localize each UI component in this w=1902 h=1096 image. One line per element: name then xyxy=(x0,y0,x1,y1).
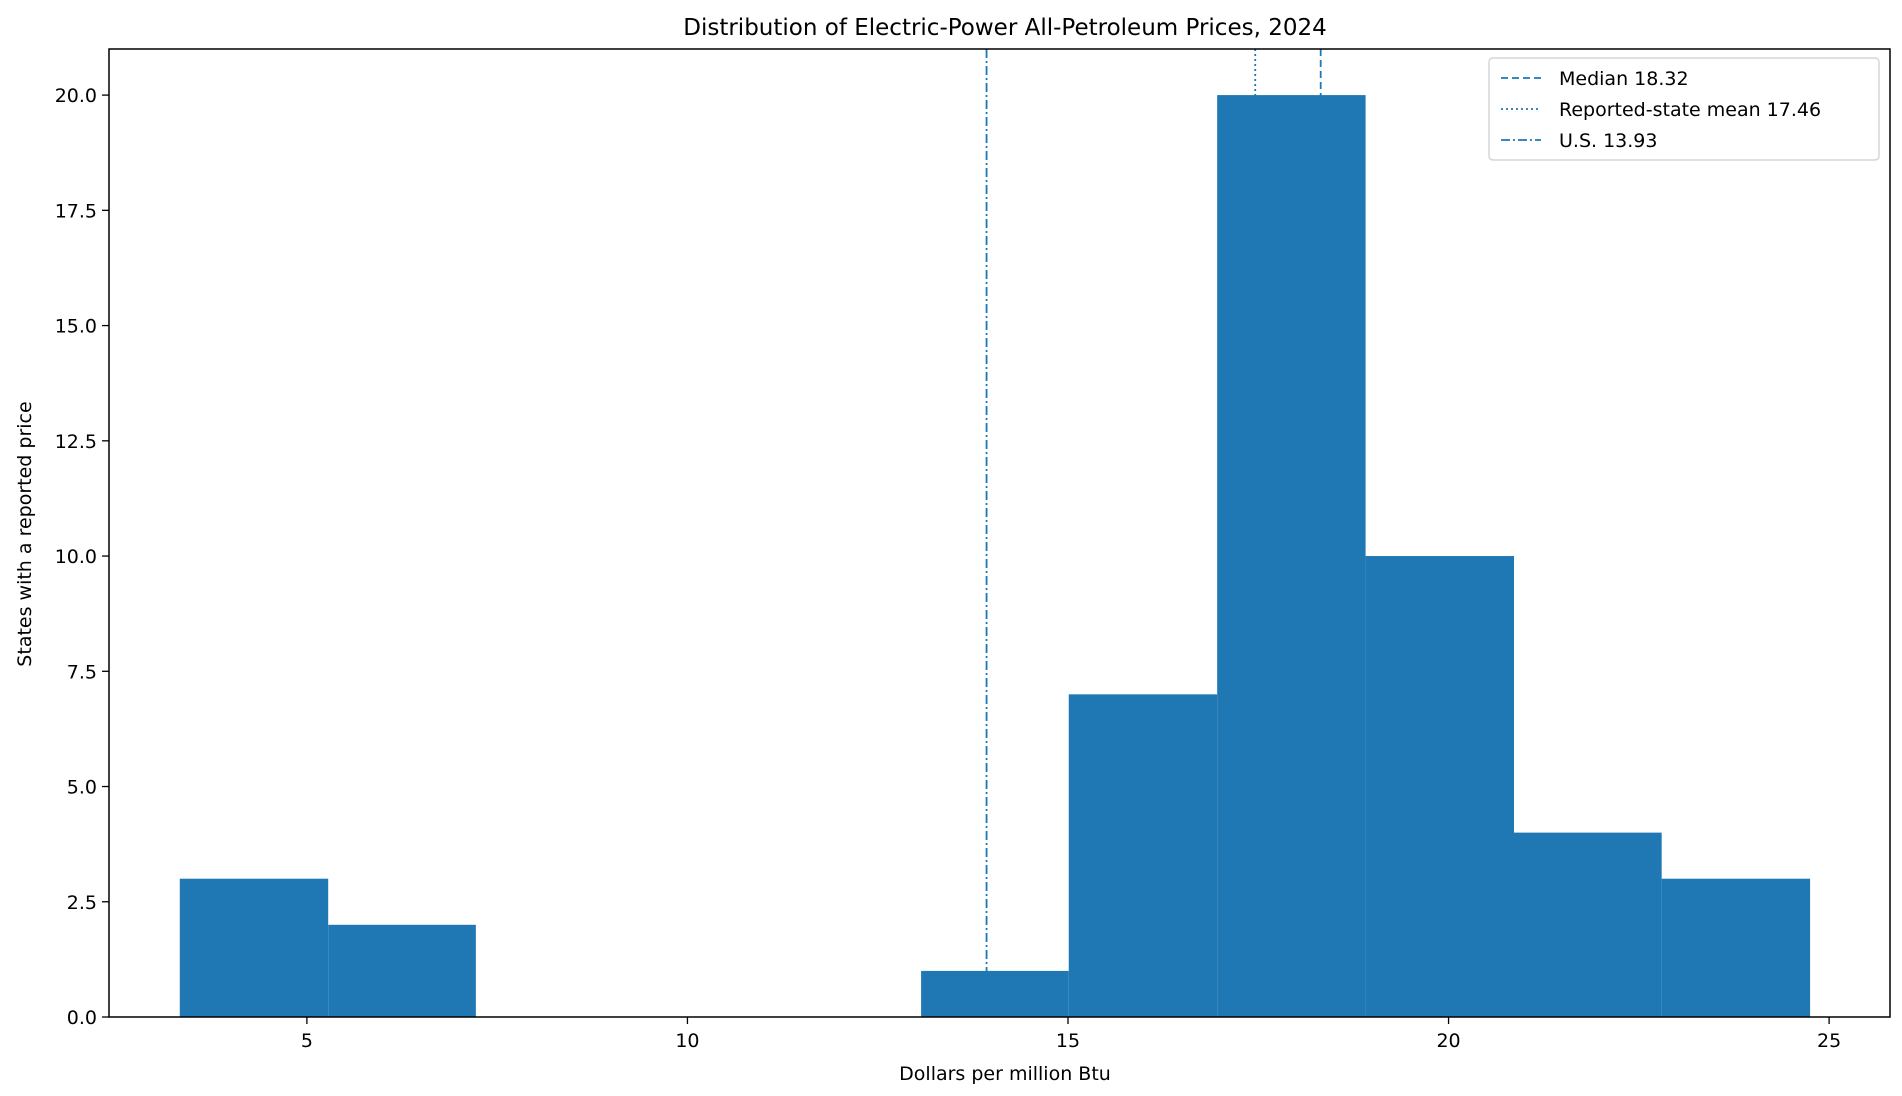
y-tick-label: 0.0 xyxy=(67,1007,97,1029)
histogram-bar-10 xyxy=(1661,878,1811,1017)
chart-title: Distribution of Electric-Power All-Petro… xyxy=(683,15,1326,41)
x-axis-ticks: 5 10 15 20 25 xyxy=(301,1017,1841,1052)
y-tick-label: 17.5 xyxy=(55,200,97,222)
legend-label: Median 18.32 xyxy=(1559,68,1689,90)
legend-box xyxy=(1488,57,1880,161)
plot-frame xyxy=(108,48,1891,1018)
histogram-bar-8 xyxy=(1365,556,1515,1017)
y-tick-label: 20.0 xyxy=(55,85,97,107)
legend-label: Reported-state mean 17.46 xyxy=(1559,99,1821,121)
histogram-bar-0 xyxy=(179,878,329,1017)
y-tick-label: 5.0 xyxy=(67,777,97,799)
y-tick-label: 2.5 xyxy=(67,892,97,914)
y-tick-label: 10.0 xyxy=(55,546,97,568)
y-tick-label: 7.5 xyxy=(67,661,97,683)
histogram-bar-7 xyxy=(1217,95,1366,1018)
histogram-bar-5 xyxy=(921,970,1069,1017)
histogram-bar-9 xyxy=(1514,832,1662,1017)
legend-label: U.S. 13.93 xyxy=(1559,130,1657,152)
histogram-bar-6 xyxy=(1068,694,1218,1017)
x-tick-label: 20 xyxy=(1436,1030,1460,1052)
legend: Median 18.32 Reported-state mean 17.46 U.S… xyxy=(1488,57,1880,161)
x-axis-title: Dollars per million Btu xyxy=(899,1063,1111,1085)
y-axis-ticks: 0.0 2.5 5.0 7.5 10.0 12.5 15.0 17.5 20.0 xyxy=(55,85,109,1029)
reference-lines xyxy=(985,49,1322,1017)
histogram-bars xyxy=(179,95,1811,1018)
histogram-bar-1 xyxy=(328,924,476,1017)
x-tick-label: 10 xyxy=(675,1030,699,1052)
y-axis-title: States with a reported price xyxy=(14,401,36,666)
x-tick-label: 25 xyxy=(1817,1030,1841,1052)
x-tick-label: 5 xyxy=(301,1030,313,1052)
y-tick-label: 15.0 xyxy=(55,316,97,338)
y-tick-label: 12.5 xyxy=(55,431,97,453)
x-tick-label: 15 xyxy=(1056,1030,1080,1052)
